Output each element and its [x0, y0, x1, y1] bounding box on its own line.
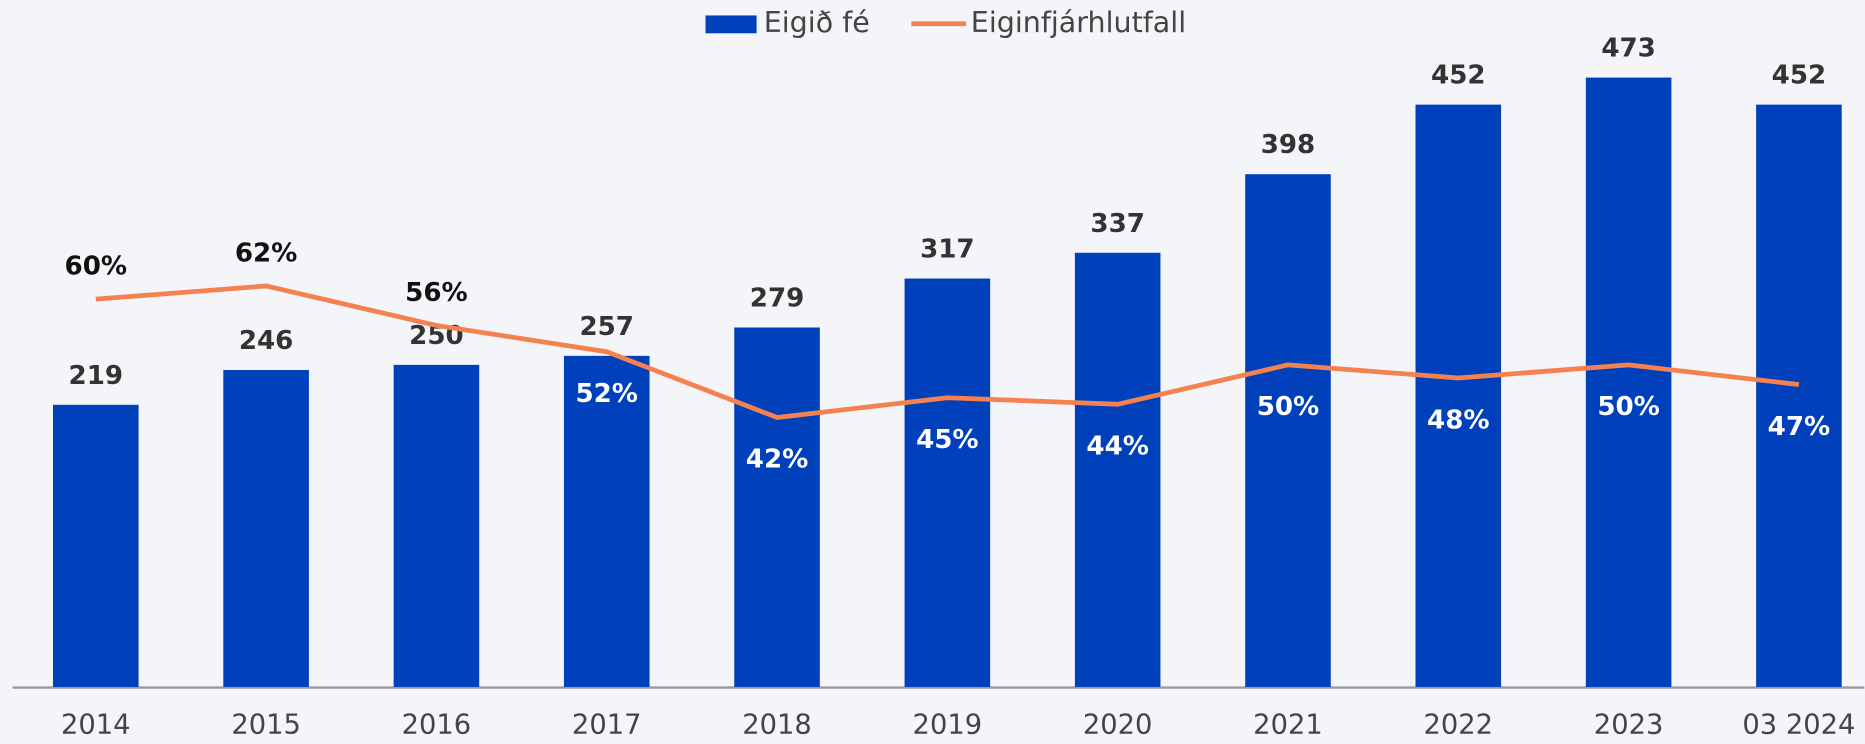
- line-value-label: 50%: [1597, 392, 1660, 422]
- line-value-label: 56%: [405, 278, 468, 308]
- bar-value-label: 452: [1431, 61, 1486, 91]
- bar: [1074, 252, 1161, 687]
- bar-value-label: 279: [750, 283, 805, 313]
- bar-value-label: 337: [1090, 209, 1145, 239]
- bar: [904, 278, 991, 687]
- bar: [53, 404, 139, 687]
- bar-value-label: 473: [1601, 34, 1656, 64]
- legend-swatch: [705, 15, 757, 34]
- bar-value-label: 257: [579, 312, 634, 342]
- line-value-label: 50%: [1257, 392, 1320, 422]
- bar-value-label: 246: [239, 326, 294, 356]
- legend-label: Eigið fé: [764, 6, 870, 39]
- line-value-label: 45%: [916, 425, 979, 455]
- line-value-label: 60%: [65, 252, 128, 282]
- line-value-label: 62%: [235, 238, 298, 268]
- line-value-label: 44%: [1086, 432, 1149, 462]
- bar: [1585, 77, 1672, 687]
- x-tick-label: 2016: [402, 710, 472, 741]
- x-tick-label: 2014: [61, 710, 131, 741]
- x-tick-label: 2023: [1594, 710, 1664, 741]
- x-tick-label: 2019: [913, 710, 983, 741]
- bar: [734, 327, 820, 687]
- bar-value-label: 398: [1261, 130, 1316, 160]
- bar: [1245, 174, 1331, 687]
- bar-value-label: 317: [920, 235, 975, 265]
- line-value-label: 42%: [746, 445, 809, 475]
- bar: [223, 370, 309, 687]
- x-tick-label: 2021: [1253, 710, 1323, 741]
- bar-value-label: 219: [69, 361, 124, 391]
- x-tick-label: 2017: [572, 710, 642, 741]
- bar: [1415, 104, 1502, 687]
- x-tick-label: 2022: [1424, 710, 1494, 741]
- x-tick-label: 2015: [231, 710, 301, 741]
- line-value-label: 48%: [1427, 405, 1490, 435]
- bar: [393, 364, 480, 687]
- bar: [1756, 104, 1842, 687]
- legend-label: Eiginfjárhlutfall: [971, 6, 1186, 39]
- x-tick-label: 2018: [742, 710, 812, 741]
- x-tick-label: 2020: [1083, 710, 1153, 741]
- bar: [563, 355, 650, 687]
- line-value-label: 52%: [575, 379, 638, 409]
- x-tick-label: 03 2024: [1742, 710, 1855, 741]
- line: [95, 283, 1800, 420]
- bar-value-label: 452: [1772, 61, 1827, 91]
- line-value-label: 47%: [1768, 412, 1831, 442]
